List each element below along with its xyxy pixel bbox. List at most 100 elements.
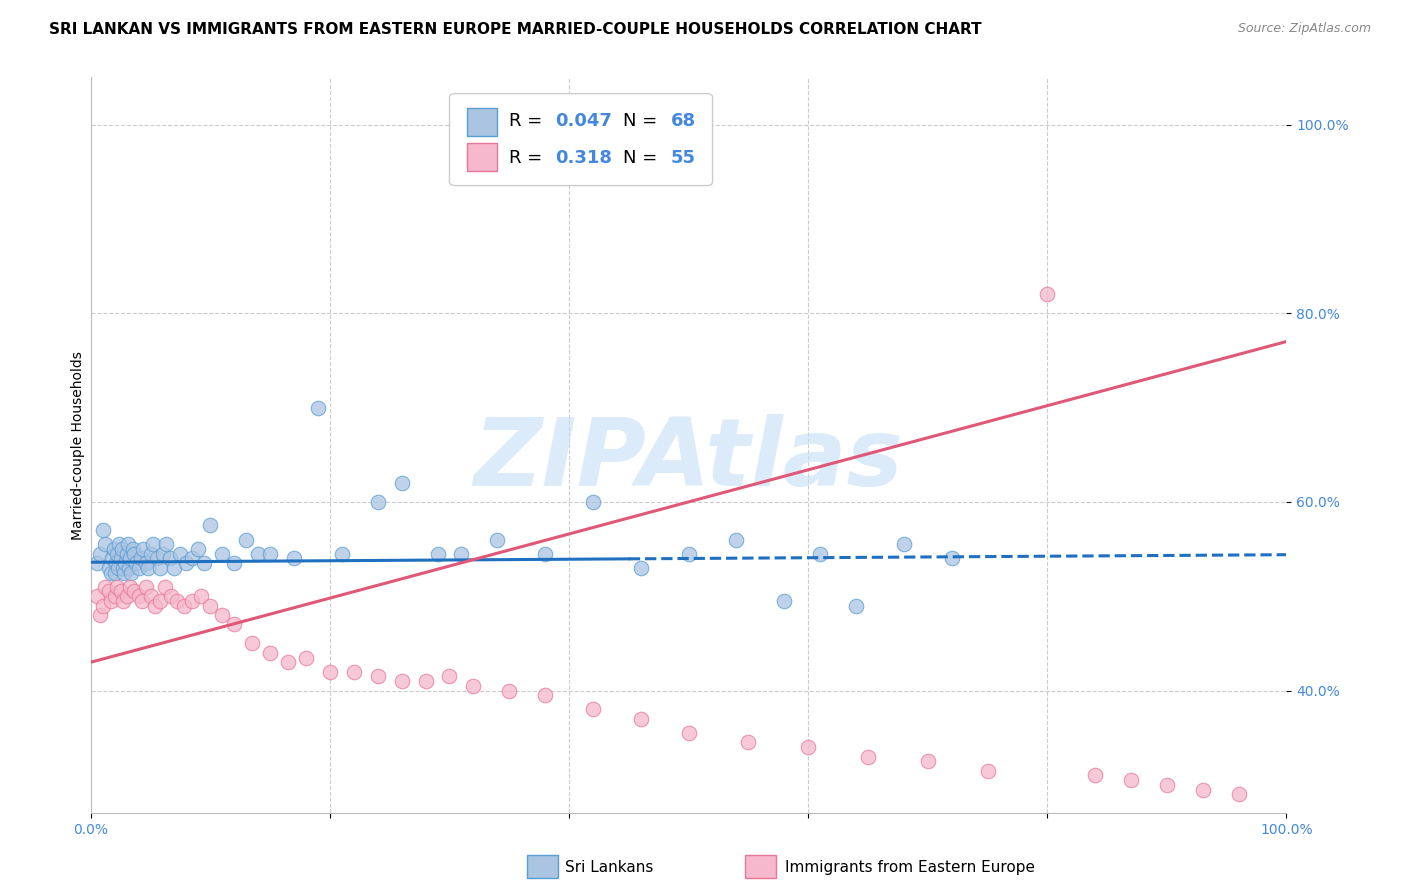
- Point: [152, 547, 174, 561]
- Point: [391, 674, 413, 689]
- Point: [108, 537, 131, 551]
- Point: [259, 547, 281, 561]
- Point: [122, 584, 145, 599]
- Point: [112, 566, 135, 580]
- Point: [166, 594, 188, 608]
- Point: [97, 584, 120, 599]
- Point: [498, 683, 520, 698]
- Point: [139, 589, 162, 603]
- Point: [143, 599, 166, 613]
- Point: [450, 547, 472, 561]
- Point: [737, 735, 759, 749]
- Point: [142, 537, 165, 551]
- Point: [211, 547, 233, 561]
- Point: [117, 537, 139, 551]
- Point: [135, 556, 157, 570]
- Point: [391, 475, 413, 490]
- Point: [111, 542, 134, 557]
- Text: 0.318: 0.318: [555, 149, 612, 167]
- Point: [845, 599, 868, 613]
- Point: [112, 561, 135, 575]
- Point: [1084, 768, 1107, 782]
- Point: [131, 594, 153, 608]
- Text: Immigrants from Eastern Europe: Immigrants from Eastern Europe: [785, 860, 1035, 874]
- Point: [367, 669, 389, 683]
- Point: [120, 580, 142, 594]
- Point: [415, 674, 437, 689]
- Point: [115, 547, 138, 561]
- Point: [439, 669, 461, 683]
- Point: [128, 561, 150, 575]
- Point: [1156, 778, 1178, 792]
- Point: [118, 561, 141, 575]
- Point: [104, 556, 127, 570]
- Point: [104, 589, 127, 603]
- Point: [89, 547, 111, 561]
- Text: Sri Lankans: Sri Lankans: [565, 860, 654, 874]
- Point: [86, 556, 108, 570]
- Point: [139, 547, 162, 561]
- Point: [181, 551, 204, 566]
- Point: [114, 556, 136, 570]
- Point: [259, 646, 281, 660]
- FancyBboxPatch shape: [467, 108, 498, 136]
- FancyBboxPatch shape: [467, 143, 498, 171]
- Point: [307, 401, 329, 415]
- Point: [112, 594, 135, 608]
- Point: [121, 542, 143, 557]
- Point: [330, 547, 353, 561]
- Point: [132, 542, 155, 557]
- Text: N =: N =: [623, 149, 662, 167]
- Point: [240, 636, 263, 650]
- Point: [110, 551, 132, 566]
- Point: [100, 566, 122, 580]
- Point: [120, 551, 142, 566]
- Point: [94, 580, 117, 594]
- Point: [277, 655, 299, 669]
- Point: [193, 556, 215, 570]
- Point: [135, 580, 157, 594]
- Point: [534, 688, 557, 702]
- Text: 0.047: 0.047: [555, 112, 612, 130]
- Point: [319, 665, 342, 679]
- Point: [160, 589, 183, 603]
- Point: [107, 561, 129, 575]
- Point: [1191, 782, 1213, 797]
- Point: [808, 547, 831, 561]
- Point: [149, 594, 172, 608]
- Point: [187, 542, 209, 557]
- Point: [463, 679, 485, 693]
- Point: [100, 594, 122, 608]
- Text: N =: N =: [623, 112, 662, 130]
- Point: [582, 702, 605, 716]
- Point: [211, 608, 233, 623]
- Point: [941, 551, 963, 566]
- Point: [163, 561, 186, 575]
- Point: [103, 542, 125, 557]
- Text: 55: 55: [671, 149, 696, 167]
- Point: [129, 551, 152, 566]
- Point: [181, 594, 204, 608]
- Point: [426, 547, 449, 561]
- Text: 68: 68: [671, 112, 696, 130]
- Point: [89, 608, 111, 623]
- Point: [97, 561, 120, 575]
- Point: [1036, 287, 1059, 301]
- Point: [153, 580, 176, 594]
- Point: [155, 537, 177, 551]
- Point: [101, 551, 124, 566]
- Point: [976, 764, 998, 778]
- Point: [283, 551, 305, 566]
- Point: [173, 599, 195, 613]
- Point: [893, 537, 915, 551]
- Text: SRI LANKAN VS IMMIGRANTS FROM EASTERN EUROPE MARRIED-COUPLE HOUSEHOLDS CORRELATI: SRI LANKAN VS IMMIGRANTS FROM EASTERN EU…: [49, 22, 981, 37]
- Point: [200, 518, 222, 533]
- Point: [91, 523, 114, 537]
- Point: [247, 547, 270, 561]
- Text: Source: ZipAtlas.com: Source: ZipAtlas.com: [1237, 22, 1371, 36]
- Point: [224, 556, 246, 570]
- Point: [678, 726, 700, 740]
- Y-axis label: Married-couple Households: Married-couple Households: [72, 351, 86, 540]
- Point: [122, 547, 145, 561]
- Point: [678, 547, 700, 561]
